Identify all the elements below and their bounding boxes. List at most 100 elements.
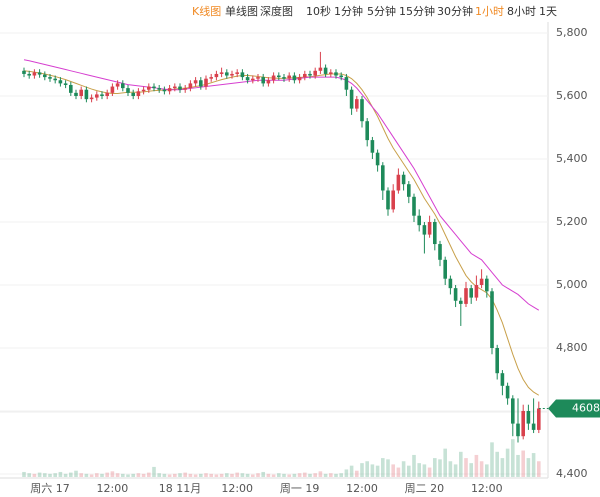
interval-tab[interactable]: 8小时	[507, 5, 536, 18]
candle-body	[100, 94, 104, 96]
y-tick-label: 5,200	[556, 215, 588, 228]
volume-bar	[79, 473, 83, 477]
volume-bar	[157, 473, 161, 477]
candle-body	[193, 80, 198, 84]
mode-tab[interactable]: K线图	[192, 5, 222, 18]
candle-body	[438, 244, 442, 260]
volume-bar	[282, 473, 286, 477]
candle-body	[297, 77, 302, 81]
candle-body	[381, 165, 385, 191]
candle-body	[261, 77, 265, 84]
candle-body	[266, 80, 271, 84]
candle-body	[22, 70, 26, 74]
y-tick-label: 5,600	[556, 89, 588, 102]
candle-body	[505, 385, 510, 399]
candle-body	[43, 74, 47, 78]
volume-bar	[126, 474, 130, 477]
mode-tab[interactable]: 单线图	[225, 5, 258, 18]
volume-bar	[386, 459, 390, 477]
candle-body	[386, 190, 390, 210]
volume-bar	[43, 473, 47, 477]
candle-body	[391, 190, 395, 210]
candle-body	[157, 88, 161, 90]
candle-body	[360, 99, 364, 122]
volume-bar	[490, 442, 494, 477]
volume-bar	[391, 464, 395, 477]
volume-bar	[219, 473, 224, 477]
volume-bar	[464, 458, 468, 477]
volume-bar	[69, 472, 73, 477]
interval-tab[interactable]: 5分钟	[367, 5, 396, 18]
candle-body	[537, 408, 541, 430]
interval-tab[interactable]: 1小时	[475, 5, 504, 18]
volume-bar	[516, 454, 520, 477]
candle-body	[141, 89, 146, 92]
candle-body	[282, 77, 286, 79]
candle-body	[323, 67, 328, 74]
x-tick-label: 18 11月	[159, 482, 202, 495]
candle-body	[287, 75, 291, 79]
candle-body	[188, 83, 193, 89]
volume-bar	[256, 473, 260, 477]
mode-tab[interactable]: 深度图	[260, 5, 293, 18]
candle-body	[214, 73, 219, 78]
volume-bar	[100, 473, 104, 477]
volume-bar	[162, 473, 167, 477]
volume-bar	[63, 473, 68, 477]
candle-body	[469, 288, 473, 298]
volume-bar	[505, 448, 510, 477]
x-tick-label: 12:00	[346, 482, 378, 495]
candle-body	[303, 73, 307, 78]
volume-bar	[500, 458, 505, 477]
volume-bar	[95, 473, 99, 477]
interval-tab[interactable]: 15分钟	[399, 5, 435, 18]
volume-bar	[199, 473, 203, 477]
volume-bar	[261, 471, 265, 477]
candle-body	[407, 184, 411, 197]
interval-tab[interactable]: 1分钟	[334, 5, 363, 18]
candle-body	[422, 225, 427, 235]
volume-bar	[469, 463, 473, 477]
volume-bar	[131, 473, 135, 477]
y-tick-label: 5,400	[556, 152, 588, 165]
volume-bar	[48, 473, 52, 477]
volume-bar	[32, 473, 37, 477]
interval-tab[interactable]: 10秒	[306, 5, 331, 18]
candle-body	[53, 78, 57, 81]
volume-bar	[339, 473, 343, 477]
volume-bar	[152, 466, 156, 477]
candle-body	[531, 423, 536, 430]
volume-bar	[438, 459, 442, 477]
candle-body	[27, 73, 31, 76]
candle-body	[48, 77, 52, 79]
candle-body	[84, 89, 89, 100]
volume-bar	[412, 454, 416, 477]
volume-bar	[167, 474, 172, 477]
candle-body	[256, 77, 260, 79]
interval-tab[interactable]: 1天	[539, 5, 557, 18]
volume-bar	[537, 461, 541, 477]
volume-bar	[318, 471, 323, 477]
volume-bar	[84, 473, 89, 477]
volume-bar	[521, 450, 525, 477]
moving-average-line	[23, 59, 540, 311]
volume-bar	[240, 473, 245, 477]
volume-bar	[365, 461, 369, 477]
volume-bar	[277, 473, 281, 477]
volume-bar	[407, 465, 411, 477]
interval-tab[interactable]: 30分钟	[437, 5, 473, 18]
volume-bar	[349, 465, 354, 477]
candle-body	[178, 86, 182, 90]
candle-body	[355, 99, 359, 109]
volume-bar	[375, 465, 380, 477]
volume-bar	[479, 461, 484, 477]
x-tick-label: 周一 19	[280, 482, 320, 495]
candle-body	[147, 86, 151, 90]
candle-body	[277, 75, 281, 78]
volume-bar	[209, 473, 213, 477]
volume-bar	[27, 473, 31, 477]
candle-body	[37, 72, 42, 75]
candle-body	[396, 174, 401, 191]
candle-body	[199, 80, 203, 87]
candle-body	[370, 140, 375, 153]
